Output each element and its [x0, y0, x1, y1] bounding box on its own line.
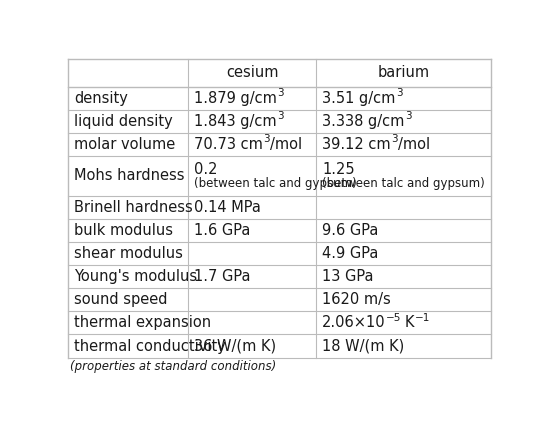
Text: 1.25: 1.25: [322, 162, 355, 177]
Text: 2.06×10: 2.06×10: [322, 316, 386, 330]
Text: shear modulus: shear modulus: [74, 246, 183, 261]
Text: (properties at standard conditions): (properties at standard conditions): [70, 360, 276, 372]
Text: barium: barium: [377, 65, 429, 80]
Text: cesium: cesium: [226, 65, 278, 80]
Text: 3: 3: [263, 134, 270, 144]
Text: (between talc and gypsum): (between talc and gypsum): [322, 177, 485, 190]
Text: 13 GPa: 13 GPa: [322, 269, 374, 284]
Text: 3: 3: [277, 88, 284, 98]
Text: 70.73 cm: 70.73 cm: [195, 137, 263, 152]
Text: /mol: /mol: [398, 137, 430, 152]
Text: 0.2: 0.2: [195, 162, 218, 177]
Text: 1.843 g/cm: 1.843 g/cm: [195, 113, 277, 129]
Text: 3.338 g/cm: 3.338 g/cm: [322, 113, 405, 129]
Text: 3: 3: [396, 88, 402, 98]
Text: 39.12 cm: 39.12 cm: [322, 137, 391, 152]
Text: sound speed: sound speed: [74, 292, 168, 307]
Text: 1.7 GPa: 1.7 GPa: [195, 269, 251, 284]
Text: Young's modulus: Young's modulus: [74, 269, 197, 284]
Text: 36 W/(m K): 36 W/(m K): [195, 339, 276, 353]
Text: 3: 3: [405, 111, 411, 121]
Text: density: density: [74, 91, 128, 105]
Text: liquid density: liquid density: [74, 113, 173, 129]
Text: Brinell hardness: Brinell hardness: [74, 200, 193, 215]
Text: thermal conductivity: thermal conductivity: [74, 339, 226, 353]
Text: thermal expansion: thermal expansion: [74, 316, 211, 330]
Text: 3: 3: [391, 134, 397, 144]
Text: bulk modulus: bulk modulus: [74, 223, 173, 238]
Text: 3.51 g/cm: 3.51 g/cm: [322, 91, 396, 105]
Text: 3: 3: [277, 111, 284, 121]
Text: (between talc and gypsum): (between talc and gypsum): [195, 177, 357, 190]
Text: 4.9 GPa: 4.9 GPa: [322, 246, 379, 261]
Text: 1.6 GPa: 1.6 GPa: [195, 223, 251, 238]
Text: −5: −5: [386, 313, 401, 323]
Text: 1.879 g/cm: 1.879 g/cm: [195, 91, 277, 105]
Text: Mohs hardness: Mohs hardness: [74, 168, 185, 183]
Text: molar volume: molar volume: [74, 137, 175, 152]
Text: −1: −1: [415, 313, 430, 323]
Text: /mol: /mol: [270, 137, 302, 152]
Text: 18 W/(m K): 18 W/(m K): [322, 339, 404, 353]
Text: 9.6 GPa: 9.6 GPa: [322, 223, 379, 238]
Text: 0.14 MPa: 0.14 MPa: [195, 200, 261, 215]
Text: K: K: [404, 316, 414, 330]
Text: 1620 m/s: 1620 m/s: [322, 292, 391, 307]
